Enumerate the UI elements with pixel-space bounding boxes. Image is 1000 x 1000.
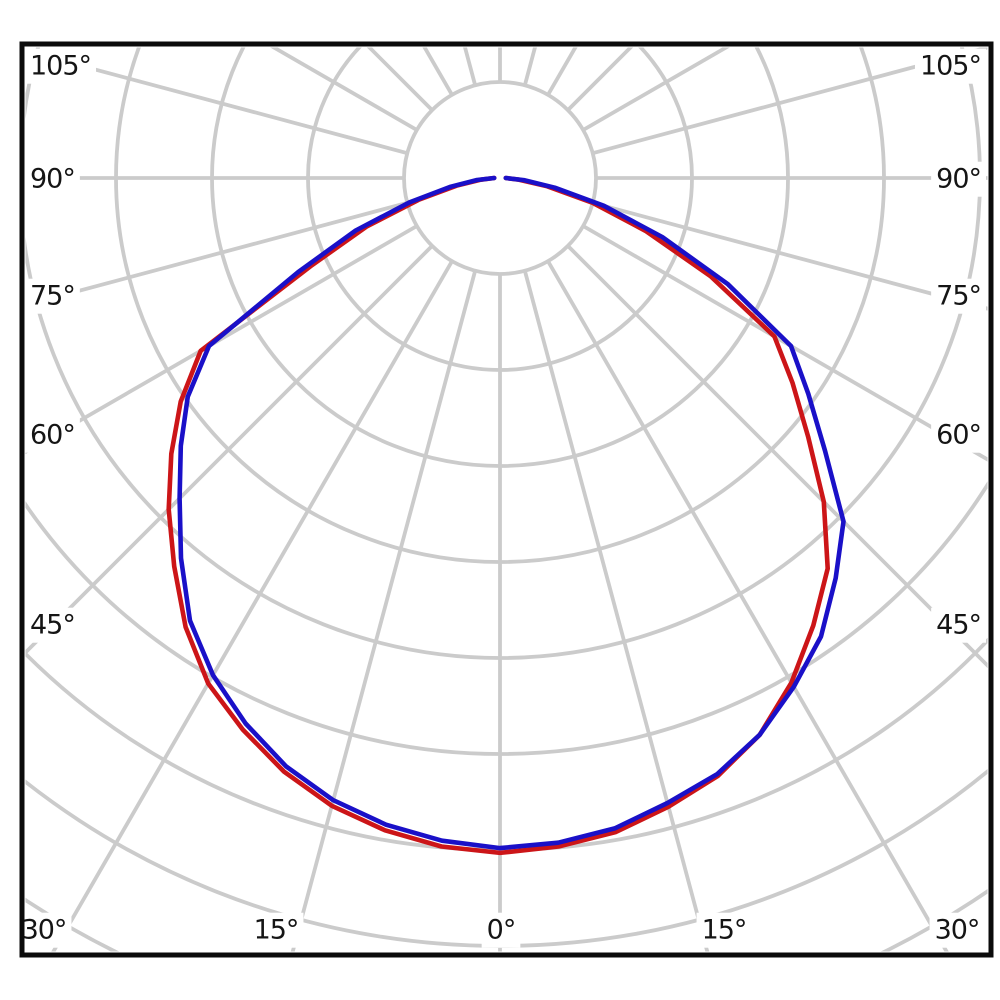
angle-label-backing	[696, 912, 752, 948]
angle-label-group: 45°	[931, 607, 986, 643]
angle-label: 90°	[936, 164, 981, 195]
angle-label-group: 105°	[25, 48, 97, 84]
angle-label: 15°	[702, 915, 747, 946]
angle-label-backing	[25, 607, 80, 643]
angle-label-group: 15°	[696, 912, 752, 948]
curve-blue	[177, 175, 846, 851]
plot-background	[22, 44, 991, 955]
angle-label-group: 90°	[931, 161, 986, 197]
angle-label-backing	[931, 607, 986, 643]
angle-label: 60°	[936, 420, 981, 451]
grid-radial-line	[592, 201, 988, 311]
angle-label-group: 75°	[931, 278, 986, 314]
grid-radial-line	[51, 260, 454, 952]
angle-label-backing	[16, 912, 72, 948]
grid-radial-line	[25, 244, 434, 656]
angle-label-group: 105°	[914, 48, 986, 84]
angle-label: 30°	[22, 915, 67, 946]
angle-label-group: 45°	[25, 607, 80, 643]
angle-label-backing	[248, 912, 304, 948]
angle-label-group: 75°	[25, 278, 80, 314]
angle-label-backing	[914, 48, 986, 84]
grid-radial-line	[25, 201, 408, 308]
curve-red	[166, 175, 830, 856]
angle-label: 15°	[254, 915, 299, 946]
angle-label: 105°	[920, 51, 981, 82]
angle-label: 105°	[30, 51, 91, 82]
angle-label-backing	[931, 278, 986, 314]
grid-radial-line	[25, 48, 408, 155]
angle-label: 45°	[936, 610, 981, 641]
angle-labels: 105° 90° 75° 60° 45° 105° 90° 75° 60° 45° 30° 15° 0°…	[16, 48, 986, 948]
angle-label-group: 0°	[481, 912, 521, 948]
intensity-curves	[166, 175, 846, 856]
angle-label: 90°	[30, 164, 75, 195]
angle-label-backing	[481, 912, 521, 948]
grid-radial-line	[566, 244, 988, 669]
grid-radial-line	[582, 224, 988, 462]
angle-label-group: 90°	[25, 161, 80, 197]
angle-label: 45°	[30, 610, 75, 641]
grid-radial-line	[25, 224, 418, 455]
angle-label: 60°	[30, 420, 75, 451]
angle-label-group: 60°	[25, 417, 80, 453]
grid-radial-line	[546, 260, 949, 952]
angle-label-backing	[25, 278, 80, 314]
angle-label-backing	[931, 417, 986, 453]
angle-label-group: 30°	[929, 912, 985, 948]
angle-label-backing	[931, 161, 986, 197]
angle-label: 75°	[936, 281, 981, 312]
angle-label-backing	[25, 417, 80, 453]
grid-radial-line	[592, 47, 988, 155]
angle-label: 75°	[30, 281, 75, 312]
angle-label-group: 30°	[16, 912, 72, 948]
angle-label-group: 60°	[931, 417, 986, 453]
angle-label-backing	[25, 161, 80, 197]
grid-radial-line	[290, 270, 477, 952]
angle-label: 0°	[487, 915, 516, 946]
grid-radial-line	[523, 270, 710, 952]
angle-label-backing	[929, 912, 985, 948]
angle-label-group: 15°	[248, 912, 304, 948]
angle-label-backing	[25, 48, 97, 84]
chart-frame-border	[19, 41, 994, 958]
angle-label: 30°	[935, 915, 980, 946]
